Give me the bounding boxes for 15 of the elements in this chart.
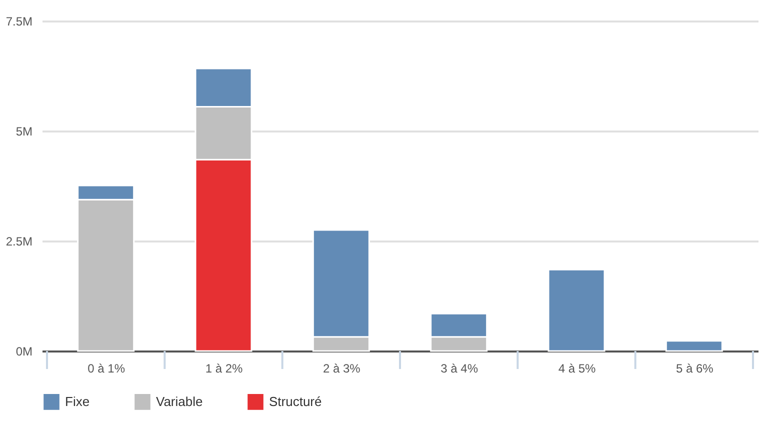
y-tick-label: 0M xyxy=(16,344,32,358)
bar xyxy=(665,340,723,352)
x-tick-label: 2 à 3% xyxy=(322,362,361,376)
legend-label: Fixe xyxy=(65,394,90,409)
x-tick-label: 5 à 6% xyxy=(676,362,714,376)
legend-label: Structuré xyxy=(269,394,322,409)
y-tick-label: 2.5M xyxy=(6,234,32,248)
x-tick-label: 3 à 4% xyxy=(440,362,478,376)
legend-label: Variable xyxy=(156,394,203,409)
x-tick-label: 0 à 1% xyxy=(88,362,126,376)
x-tick-label: 4 à 5% xyxy=(558,362,596,376)
y-tick-label: 7.5M xyxy=(6,14,32,28)
y-tick-label: 5M xyxy=(16,124,32,138)
x-tick-label: 1 à 2% xyxy=(205,362,244,376)
bar xyxy=(548,268,606,352)
